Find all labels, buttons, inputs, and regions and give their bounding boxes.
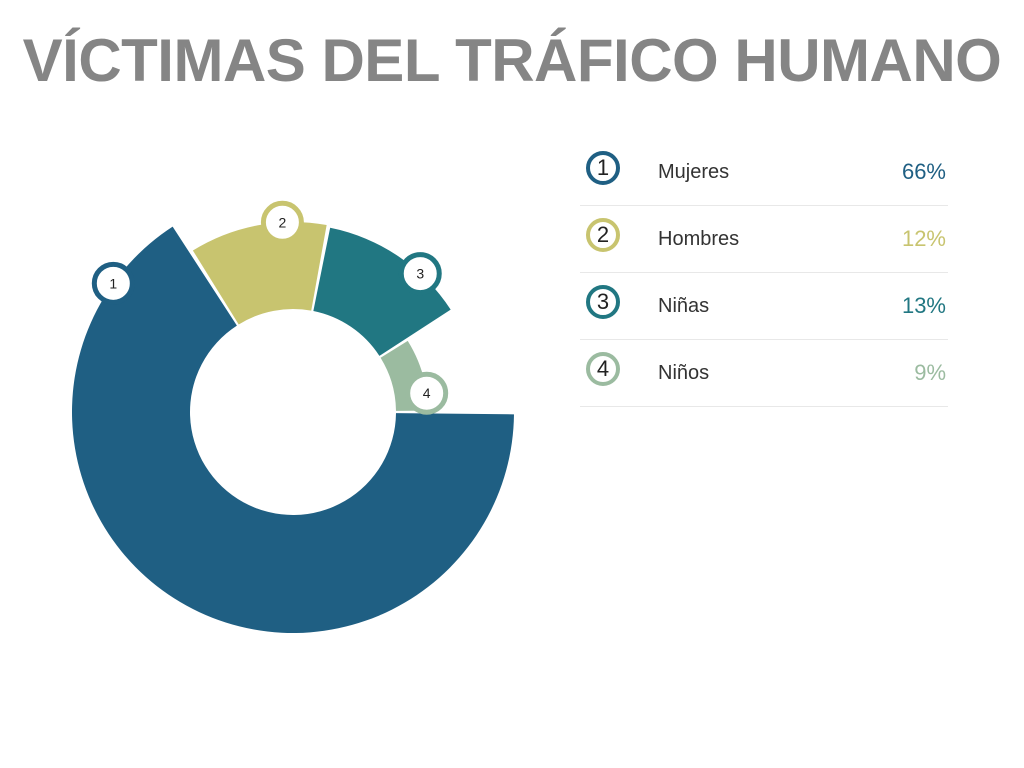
legend-item-ninos: 4 Niños 9%: [580, 340, 948, 407]
donut-slice-2: [192, 222, 327, 325]
donut-chart: 1 2 3 4: [71, 200, 514, 633]
legend-item-mujeres: 1 Mujeres 66%: [580, 139, 948, 206]
legend-badge: 4: [586, 352, 620, 386]
legend-label: Niños: [658, 362, 710, 384]
legend-value: 12%: [901, 226, 946, 251]
legend-label: Mujeres: [658, 161, 730, 183]
slice-badge-2: 2: [260, 200, 304, 244]
slice-badge-number: 2: [278, 214, 286, 230]
legend-badge: 1: [586, 151, 620, 185]
slice-badge-ring: [405, 371, 449, 415]
donut-slice-1: [71, 226, 514, 633]
legend-label: Hombres: [658, 228, 740, 250]
legend-item-ninas: 3 Niñas 13%: [580, 273, 948, 340]
donut-slice-3: [313, 227, 451, 356]
legend: 1 Mujeres 66% 2 Hombres 12% 3 Niñas 13% …: [580, 139, 948, 407]
slice-badge-1: 1: [91, 261, 135, 305]
legend-label: Niñas: [658, 295, 710, 317]
slice-badge-ring: [398, 252, 442, 296]
donut-slices: [71, 222, 514, 633]
legend-value: 66%: [901, 159, 946, 184]
slice-badge-number: 1: [109, 275, 117, 291]
slice-badge-number: 4: [423, 385, 431, 401]
legend-value: 9%: [914, 360, 946, 385]
legend-item-hombres: 2 Hombres 12%: [580, 206, 948, 273]
legend-badge: 2: [586, 218, 620, 252]
slice-badge-4: 4: [405, 371, 449, 415]
slice-badge-ring: [260, 200, 304, 244]
slice-badges: 1 2 3 4: [91, 200, 449, 415]
legend-badge: 3: [586, 285, 620, 319]
page-title: VÍCTIMAS DEL TRÁFICO HUMANO: [22, 27, 1002, 94]
slice-badge-ring: [91, 261, 135, 305]
slice-badge-number: 3: [416, 266, 424, 282]
legend-value: 13%: [901, 293, 946, 318]
slice-badge-3: 3: [398, 252, 442, 296]
